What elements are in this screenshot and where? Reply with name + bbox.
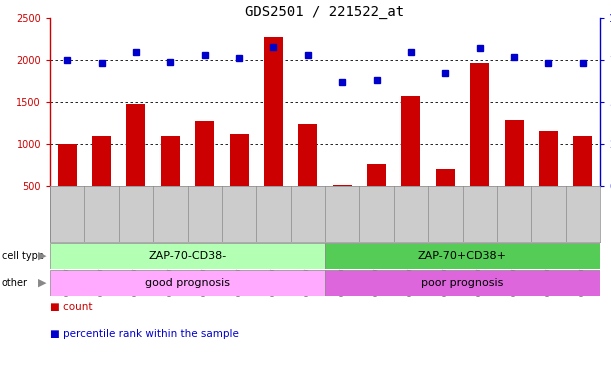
Bar: [230, 134, 249, 228]
Bar: [333, 185, 352, 228]
Bar: [298, 124, 317, 228]
Bar: [161, 136, 180, 228]
Text: ZAP-70-CD38-: ZAP-70-CD38-: [148, 251, 227, 261]
Text: poor prognosis: poor prognosis: [422, 278, 503, 288]
Bar: [50, 243, 325, 269]
Bar: [325, 270, 600, 296]
Bar: [50, 270, 325, 296]
Text: ■ percentile rank within the sample: ■ percentile rank within the sample: [50, 329, 239, 339]
Text: GDS2501 / 221522_at: GDS2501 / 221522_at: [246, 5, 404, 19]
Bar: [573, 136, 592, 228]
Bar: [57, 144, 76, 228]
Text: cell type: cell type: [2, 251, 44, 261]
Bar: [126, 104, 145, 228]
Text: ■ count: ■ count: [50, 302, 92, 312]
Text: ZAP-70+CD38+: ZAP-70+CD38+: [418, 251, 507, 261]
Bar: [92, 136, 111, 228]
Text: ▶: ▶: [38, 278, 47, 288]
Text: ▶: ▶: [38, 251, 47, 261]
Bar: [264, 38, 283, 228]
Bar: [505, 120, 524, 228]
Bar: [436, 169, 455, 228]
Bar: [196, 122, 214, 228]
Bar: [401, 96, 420, 228]
Bar: [539, 131, 558, 228]
Bar: [367, 164, 386, 228]
Text: other: other: [2, 278, 28, 288]
Text: good prognosis: good prognosis: [145, 278, 230, 288]
Bar: [325, 243, 600, 269]
Bar: [470, 63, 489, 228]
